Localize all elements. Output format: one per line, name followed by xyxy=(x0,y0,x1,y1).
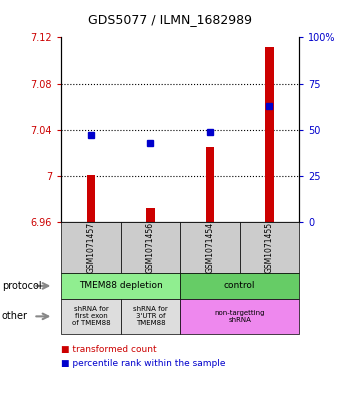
Text: ■ transformed count: ■ transformed count xyxy=(61,345,157,354)
Text: protocol: protocol xyxy=(2,281,41,291)
Text: shRNA for
3'UTR of
TMEM88: shRNA for 3'UTR of TMEM88 xyxy=(133,307,168,326)
Text: control: control xyxy=(224,281,255,290)
Bar xyxy=(87,175,95,222)
Text: shRNA for
first exon
of TMEM88: shRNA for first exon of TMEM88 xyxy=(72,307,110,326)
Text: other: other xyxy=(2,311,28,321)
Text: ■ percentile rank within the sample: ■ percentile rank within the sample xyxy=(61,359,226,368)
Bar xyxy=(206,147,214,222)
Text: GSM1071456: GSM1071456 xyxy=(146,222,155,273)
Text: GSM1071454: GSM1071454 xyxy=(205,222,215,273)
Text: GSM1071457: GSM1071457 xyxy=(86,222,96,273)
Text: GSM1071455: GSM1071455 xyxy=(265,222,274,273)
Bar xyxy=(265,47,274,222)
Bar xyxy=(146,208,155,222)
Text: non-targetting
shRNA: non-targetting shRNA xyxy=(215,310,265,323)
Text: TMEM88 depletion: TMEM88 depletion xyxy=(79,281,163,290)
Text: GDS5077 / ILMN_1682989: GDS5077 / ILMN_1682989 xyxy=(88,13,252,26)
